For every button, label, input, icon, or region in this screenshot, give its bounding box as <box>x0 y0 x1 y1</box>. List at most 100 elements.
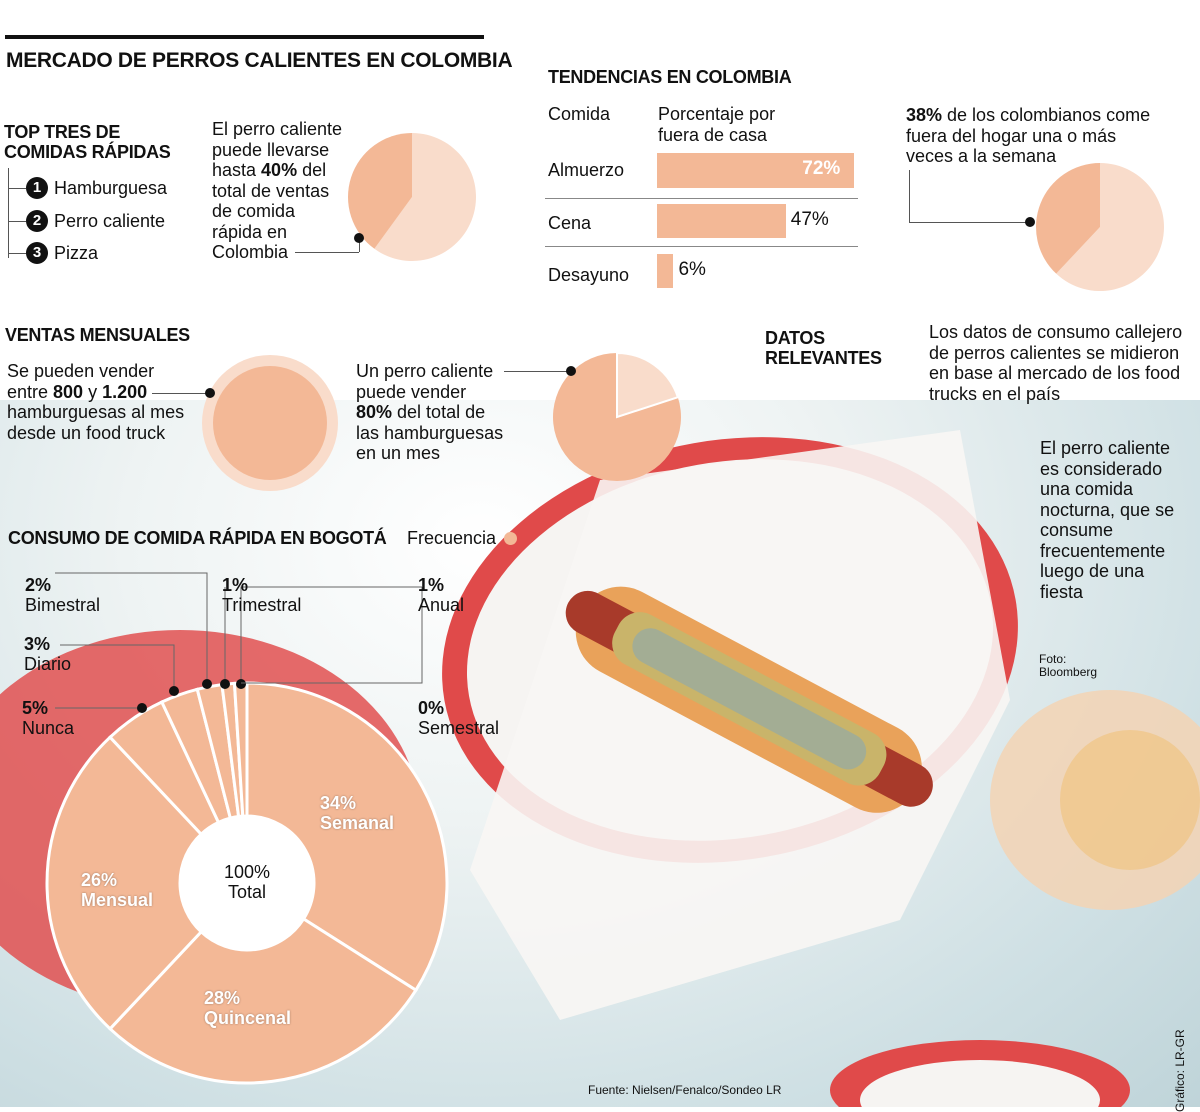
ventas-heading: VENTAS MENSUALES <box>5 325 190 345</box>
leader-line <box>504 371 571 372</box>
leader-line <box>295 252 359 253</box>
leader-line <box>909 170 910 223</box>
page-title: MERCADO DE PERROS CALIENTES EN COLOMBIA <box>6 49 513 72</box>
text-line: rápida en <box>212 221 288 242</box>
bar-cena <box>657 204 786 238</box>
slice-category: Bimestral <box>25 595 101 615</box>
text-line: puede llevarse <box>212 139 330 160</box>
pie-chart-fuera <box>1036 163 1164 291</box>
text-line: trucks en el país <box>929 383 1061 404</box>
donut-label-quincenal: 28% Quincenal <box>204 988 291 1028</box>
text-line: en base al mercado de los food <box>929 363 1181 383</box>
text-line: hamburguesas al mes <box>7 402 185 422</box>
bar-value-label: 47% <box>790 209 829 230</box>
leader-line <box>240 586 422 684</box>
highlight-value: 80% <box>356 402 393 422</box>
bar-value-label: 6% <box>678 259 706 280</box>
slice-value: 3% <box>24 634 51 654</box>
highlight-value: 40% <box>261 160 298 180</box>
rank-badge: 1 <box>26 177 48 199</box>
text-line: es considerado <box>1040 458 1163 479</box>
slice-category: Diario <box>24 654 72 674</box>
list-item: 3 Pizza <box>26 242 98 264</box>
legend-swatch <box>504 532 517 545</box>
slice-value: 5% <box>22 698 49 718</box>
text-line: 80% del total de <box>356 402 503 423</box>
donut-slice-quincenal <box>107 916 418 1085</box>
donut-label-diario: 3% Diario <box>24 634 71 674</box>
text: de los colombianos come <box>942 105 1151 125</box>
donut-hole <box>180 816 314 950</box>
ventas-note-1: Se pueden vender entre 800 y 1.200 hambu… <box>7 361 184 443</box>
leader-dot <box>566 366 576 376</box>
leader-line <box>359 238 360 252</box>
rank-badge: 3 <box>26 242 48 264</box>
top-heading-2: COMIDAS RÁPIDAS <box>4 142 171 162</box>
list-item-label: Pizza <box>54 242 99 263</box>
donut-label-anual: 1% Anual <box>418 575 464 615</box>
bar-value-label: 72% <box>802 158 841 179</box>
text-line: luego de una <box>1040 561 1145 581</box>
row-divider <box>545 246 858 247</box>
leader-dot <box>1025 217 1035 227</box>
tendencias-heading: TENDENCIAS EN COLOMBIA <box>548 67 792 87</box>
slice-category: Anual <box>418 595 465 615</box>
text-line: frecuentemente <box>1040 540 1166 561</box>
photo-credit: Foto: Bloomberg <box>1039 653 1097 679</box>
datos-note-2: El perro caliente es considerado una comid… <box>1040 438 1174 602</box>
text-line: consume <box>1040 520 1114 540</box>
datos-note-1: Los datos de consumo callejero de perros … <box>929 322 1182 404</box>
text-line: Un perro caliente <box>356 361 494 381</box>
bar-desayuno <box>657 254 674 288</box>
pie-slice-resto <box>374 133 476 261</box>
slice-value: 26% <box>81 870 118 890</box>
text-line: Bloomberg <box>1039 665 1098 679</box>
slice-category: Quincenal <box>204 1008 292 1028</box>
leader-line <box>55 572 208 684</box>
source-credit: Fuente: Nielsen/Fenalco/Sondeo LR <box>588 1083 782 1097</box>
row-label: Desayuno <box>548 265 630 285</box>
slice-value: 2% <box>25 575 52 595</box>
text-line: veces a la semana <box>906 146 1057 166</box>
highlight-value: 800 <box>53 381 84 402</box>
leader-line <box>60 644 175 691</box>
center-value: 100% <box>223 862 271 882</box>
row-divider <box>545 198 858 199</box>
col-header-porcentaje: Porcentaje por fuera de casa <box>658 104 775 145</box>
text: del total de <box>392 402 486 422</box>
leader-dot <box>205 388 215 398</box>
circle-hamburguesas <box>202 355 338 491</box>
text-line: fuera del hogar una o más <box>906 125 1117 146</box>
text-line: las hamburguesas <box>356 422 504 443</box>
leader-dot <box>202 679 212 689</box>
leader-line <box>241 587 423 684</box>
donut-label-trimestral: 1% Trimestral <box>222 575 301 615</box>
pie-slice-resto <box>1056 163 1164 291</box>
graphic-credit: Gráfico: LR-GR <box>1173 1029 1187 1112</box>
row-label: Cena <box>548 213 592 233</box>
consumo-heading: CONSUMO DE COMIDA RÁPIDA EN BOGOTÁ <box>8 528 387 548</box>
fuera-note: 38% de los colombianos come fuera del ho… <box>906 105 1150 167</box>
leader-dot <box>236 679 246 689</box>
pie-chart-ventas <box>348 133 476 261</box>
legend-label: Frecuencia <box>407 528 497 548</box>
text-line: RELEVANTES <box>765 348 882 368</box>
text-line: fiesta <box>1040 581 1084 602</box>
list-tick <box>8 188 26 189</box>
col-header-comida: Comida <box>548 104 611 124</box>
rank-badge: 2 <box>26 210 48 232</box>
donut-label-semestral: 0% Semestral <box>418 698 499 738</box>
list-item-label: Hamburguesa <box>54 177 168 198</box>
ventas-note-2: Un perro caliente puede vender 80% del t… <box>356 361 503 464</box>
text: hasta <box>212 160 262 180</box>
slice-value: 34% <box>320 793 357 813</box>
donut-center-label: 100% Total <box>197 862 297 902</box>
text-line: fuera de casa <box>658 124 768 145</box>
text-line: Los datos de consumo callejero <box>929 322 1183 342</box>
text-line: desde un food truck <box>7 422 166 443</box>
text: del <box>302 160 327 180</box>
text-line: nocturna, que se <box>1040 499 1175 520</box>
donut-label-bimestral: 2% Bimestral <box>25 575 100 615</box>
text-line: una comida <box>1040 479 1134 499</box>
text: entre <box>7 381 54 402</box>
